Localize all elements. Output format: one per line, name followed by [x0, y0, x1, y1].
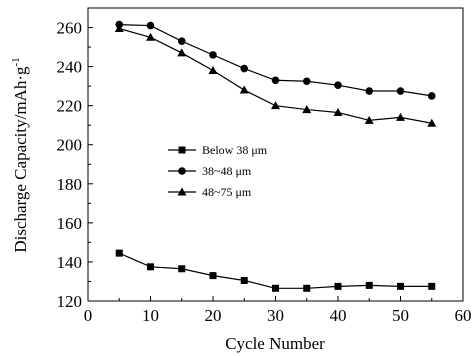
circle-marker — [334, 81, 342, 89]
triangle-marker — [396, 112, 405, 121]
legend-label: 48~75 μm — [202, 185, 252, 199]
square-marker — [240, 276, 248, 284]
x-tick-label: 50 — [392, 306, 409, 325]
triangle-marker — [364, 115, 374, 124]
y-tick-label: 260 — [57, 19, 83, 38]
y-tick-label: 240 — [57, 58, 83, 77]
x-tick-label: 30 — [267, 306, 284, 325]
legend-label: Below 38 μm — [202, 143, 268, 157]
square-marker — [303, 284, 311, 292]
x-tick-label: 10 — [142, 306, 159, 325]
series-triangle — [114, 24, 437, 127]
triangle-marker — [146, 32, 155, 41]
series-line — [119, 24, 432, 97]
square-marker — [334, 282, 342, 290]
x-tick-label: 0 — [84, 306, 93, 325]
circle-marker — [146, 21, 155, 30]
circle-marker — [271, 76, 280, 85]
circle-marker — [427, 92, 436, 100]
square-marker — [115, 249, 123, 257]
circle-marker — [178, 167, 186, 175]
triangle-marker — [333, 108, 343, 117]
square-marker — [365, 281, 373, 289]
circle-marker — [396, 87, 405, 95]
square-marker — [272, 284, 279, 292]
x-tick-label: 20 — [205, 306, 222, 325]
y-axis-ticks: 120 140 160 180 200 220 240 260 — [57, 7, 93, 311]
y-tick-label: 220 — [57, 97, 83, 116]
y-tick-label: 180 — [57, 175, 83, 194]
y-tick-label: 140 — [57, 253, 83, 272]
y-axis-label: Discharge Capacity/mAh·g-1 — [10, 57, 30, 252]
legend: Below 38 μm 38~48 μm 48~75 μm — [168, 143, 268, 199]
square-marker — [147, 263, 154, 271]
triangle-marker — [271, 101, 280, 110]
x-axis-label: Cycle Number — [225, 334, 325, 353]
series-layer — [114, 20, 437, 292]
circle-marker — [302, 77, 311, 86]
triangle-marker — [177, 48, 187, 57]
plot-area — [87, 7, 464, 302]
circle-marker — [209, 51, 217, 59]
triangle-marker — [114, 24, 124, 33]
triangle-marker — [239, 85, 249, 94]
y-tick-label: 200 — [57, 136, 83, 155]
square-marker — [428, 282, 436, 290]
square-marker — [178, 265, 186, 273]
legend-label: 38~48 μm — [202, 164, 252, 178]
square-marker — [397, 282, 404, 290]
circle-marker — [365, 87, 374, 95]
y-tick-label: 160 — [57, 214, 83, 233]
triangle-marker — [208, 66, 218, 75]
circle-marker — [177, 37, 186, 46]
series-circle — [115, 20, 436, 100]
x-axis-ticks: 0 10 20 30 40 50 60 — [84, 296, 472, 325]
square-marker — [178, 146, 186, 154]
circle-marker — [240, 64, 249, 73]
triangle-marker — [177, 187, 187, 196]
x-tick-label: 40 — [330, 306, 347, 325]
y-axis-label-superscript: -1 — [10, 57, 22, 66]
triangle-marker — [302, 105, 312, 114]
square-marker — [209, 272, 217, 280]
series-line — [119, 252, 432, 289]
x-tick-label: 60 — [455, 306, 472, 325]
triangle-marker — [427, 118, 437, 127]
y-tick-label: 120 — [57, 292, 83, 311]
series-square — [115, 249, 436, 292]
y-axis-label-text: Discharge Capacity/mAh·g — [11, 66, 30, 253]
